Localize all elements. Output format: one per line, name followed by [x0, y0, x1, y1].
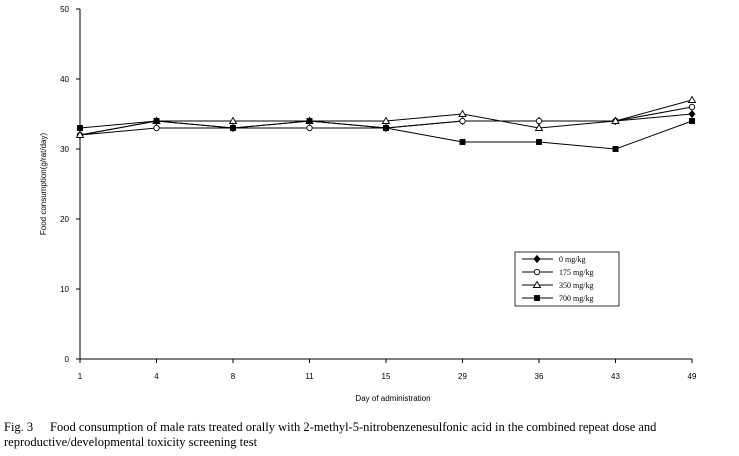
- data-point-triangle: [534, 123, 544, 131]
- legend-box: [514, 251, 620, 307]
- caption-text: Food consumption of male rats treated or…: [4, 420, 657, 449]
- y-axis-label: Food consumption(g/rat/day): [39, 133, 48, 236]
- data-point-square: [534, 295, 540, 301]
- data-point-diamond: [533, 254, 541, 264]
- legend-item: 175 mg/kg: [522, 268, 593, 277]
- y-tick-label: 40: [60, 75, 69, 84]
- y-tick-label: 30: [60, 145, 69, 154]
- data-point-triangle: [532, 280, 542, 288]
- series-0-mgkg: [76, 109, 696, 140]
- legend: 0 mg/kg 175 mg/kg 350 mg/kg 700 mg/kg: [514, 251, 620, 307]
- data-point-circle: [306, 124, 313, 132]
- series-group: [75, 95, 697, 152]
- legend-item: 700 mg/kg: [522, 294, 593, 303]
- data-point-circle: [459, 117, 466, 125]
- data-point-square: [153, 118, 160, 124]
- data-point-circle: [533, 268, 541, 276]
- x-tick-label: 11: [305, 372, 314, 381]
- x-tick-label: 8: [231, 372, 236, 381]
- x-tick-label: 29: [458, 372, 467, 381]
- data-point-square: [230, 125, 236, 131]
- legend-label: 0 mg/kg: [559, 255, 585, 264]
- x-tick-label: 49: [688, 372, 697, 381]
- x-tick-label: 1: [78, 372, 83, 381]
- x-axis-ticks: 1 4 8 11 15 29 36 43 49: [78, 359, 697, 381]
- legend-label: 350 mg/kg: [559, 281, 593, 290]
- data-point-triangle: [75, 130, 85, 138]
- data-point-square: [612, 146, 619, 152]
- axes: [79, 9, 692, 360]
- data-point-square: [77, 125, 83, 131]
- x-tick-label: 4: [154, 372, 159, 381]
- data-point-triangle: [458, 109, 467, 117]
- data-point-circle: [688, 103, 696, 111]
- data-point-triangle: [228, 116, 238, 124]
- data-point-triangle: [687, 95, 697, 103]
- y-tick-label: 20: [60, 215, 69, 224]
- data-point-square: [383, 125, 389, 131]
- data-point-square: [536, 139, 542, 145]
- data-point-square: [459, 139, 466, 145]
- legend-item: 350 mg/kg: [522, 280, 593, 290]
- data-point-triangle: [381, 116, 391, 124]
- y-tick-label: 0: [65, 355, 70, 364]
- data-point-triangle: [611, 116, 620, 124]
- x-axis-label: Day of administration: [355, 394, 430, 403]
- legend-label: 700 mg/kg: [559, 294, 593, 303]
- data-point-square: [689, 118, 695, 124]
- data-point-diamond: [688, 109, 696, 119]
- figure-caption: Fig. 3 Food consumption of male rats trea…: [4, 420, 736, 450]
- y-axis-ticks: 0 10 20 30 40 50: [60, 5, 80, 364]
- x-tick-label: 36: [535, 372, 544, 381]
- data-point-circle: [153, 124, 160, 132]
- legend-label: 175 mg/kg: [559, 268, 593, 277]
- y-tick-label: 50: [60, 5, 69, 14]
- series-700-mgkg: [77, 118, 695, 152]
- food-consumption-chart: 0 10 20 30 40 50 1 4 8 11 15 29 36 43 49 Food consump…: [39, 5, 697, 403]
- legend-item: 0 mg/kg: [522, 254, 585, 264]
- data-point-square: [306, 118, 313, 124]
- data-point-circle: [535, 117, 543, 125]
- x-tick-label: 15: [382, 372, 391, 381]
- y-tick-label: 10: [60, 285, 69, 294]
- x-tick-label: 43: [611, 372, 620, 381]
- figure-number: Fig. 3: [4, 420, 34, 434]
